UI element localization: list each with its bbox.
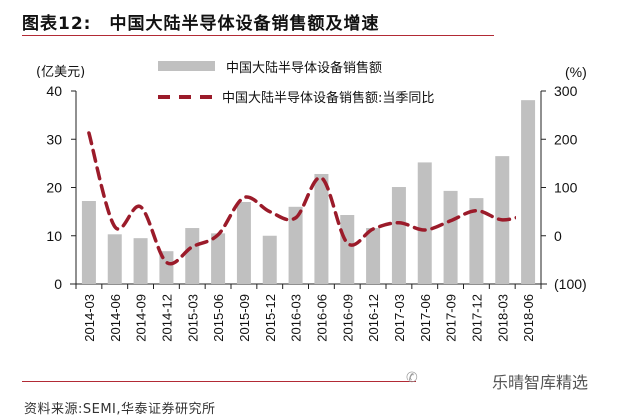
source-note: 资料来源:SEMI,华泰证券研究所: [24, 402, 216, 417]
wechat-icon: ✆: [406, 370, 418, 386]
x-tick-label: 2016-06: [314, 294, 329, 342]
x-tick-label: 2014-06: [108, 294, 123, 342]
right-tick-label: 0: [554, 228, 562, 244]
footer-divider: [22, 381, 416, 382]
right-axis-unit: (%): [565, 64, 587, 80]
bar-series: [81, 100, 536, 284]
figure-title: 中国大陆半导体设备销售额及增速: [109, 14, 380, 34]
x-tick-label: 2014-03: [82, 294, 97, 342]
left-tick-label: 20: [46, 180, 62, 196]
legend-bar-swatch: [158, 61, 215, 71]
bar: [521, 100, 536, 284]
bar: [443, 190, 458, 284]
bar: [288, 206, 303, 284]
bar: [211, 233, 226, 284]
title-divider: [22, 35, 494, 36]
bar: [314, 173, 329, 284]
x-tick-label: 2016-09: [340, 294, 355, 342]
x-tick-label: 2017-09: [444, 294, 459, 342]
x-tick-label: 2015-06: [211, 294, 226, 342]
x-tick-label: 2015-09: [237, 294, 252, 342]
bar: [107, 234, 122, 284]
right-tick-label: 100: [554, 180, 578, 196]
bar: [391, 187, 406, 284]
x-tick-label: 2014-09: [134, 294, 149, 342]
right-tick-label: 200: [554, 131, 578, 147]
left-axis-unit: (亿美元): [36, 65, 85, 80]
bar: [417, 162, 432, 284]
left-tick-label: 30: [46, 131, 62, 147]
x-tick-label: 2015-03: [185, 294, 200, 342]
bar: [81, 201, 96, 284]
bar: [340, 215, 355, 284]
x-tick-label: 2018-06: [521, 294, 536, 342]
yoy-line: [87, 131, 516, 266]
x-axis-labels: 2014-03 2014-06 2014-09 2014-12 2015-03 2015-…: [82, 294, 536, 342]
left-tick-label: 10: [46, 228, 62, 244]
x-tick-label: 2014-12: [159, 294, 174, 342]
bar: [236, 201, 251, 284]
axes: 0 10 20 30 40 (亿美元) (100) 0 100 200 300 (%): [36, 64, 587, 292]
chart-title: 图表12: 中国大陆半导体设备销售额及增速: [22, 9, 379, 34]
x-tick-label: 2017-06: [418, 294, 433, 342]
bar: [366, 228, 381, 284]
right-tick-label: 300: [554, 83, 578, 99]
x-tick-label: 2018-03: [495, 294, 510, 342]
line-series: [87, 131, 516, 266]
x-tick-label: 2017-12: [469, 294, 484, 342]
watermark: 乐晴智库精选: [492, 373, 589, 392]
bar: [185, 228, 200, 284]
left-tick-label: 0: [54, 276, 62, 292]
bar: [262, 235, 277, 284]
legend-bar-label: 中国大陆半导体设备销售额: [226, 60, 382, 76]
right-tick-label: (100): [554, 276, 587, 292]
x-tick-label: 2015-12: [263, 294, 278, 342]
bar: [469, 198, 484, 284]
bar: [159, 251, 174, 284]
legend-line-label: 中国大陆半导体设备销售额:当季同比: [222, 90, 434, 106]
bar: [133, 238, 148, 284]
x-tick-label: 2016-03: [289, 294, 304, 342]
x-tick-label: 2016-12: [366, 294, 381, 342]
x-tick-label: 2017-03: [392, 294, 407, 342]
left-tick-label: 40: [46, 83, 62, 99]
figure-label: 图表12:: [22, 14, 92, 34]
